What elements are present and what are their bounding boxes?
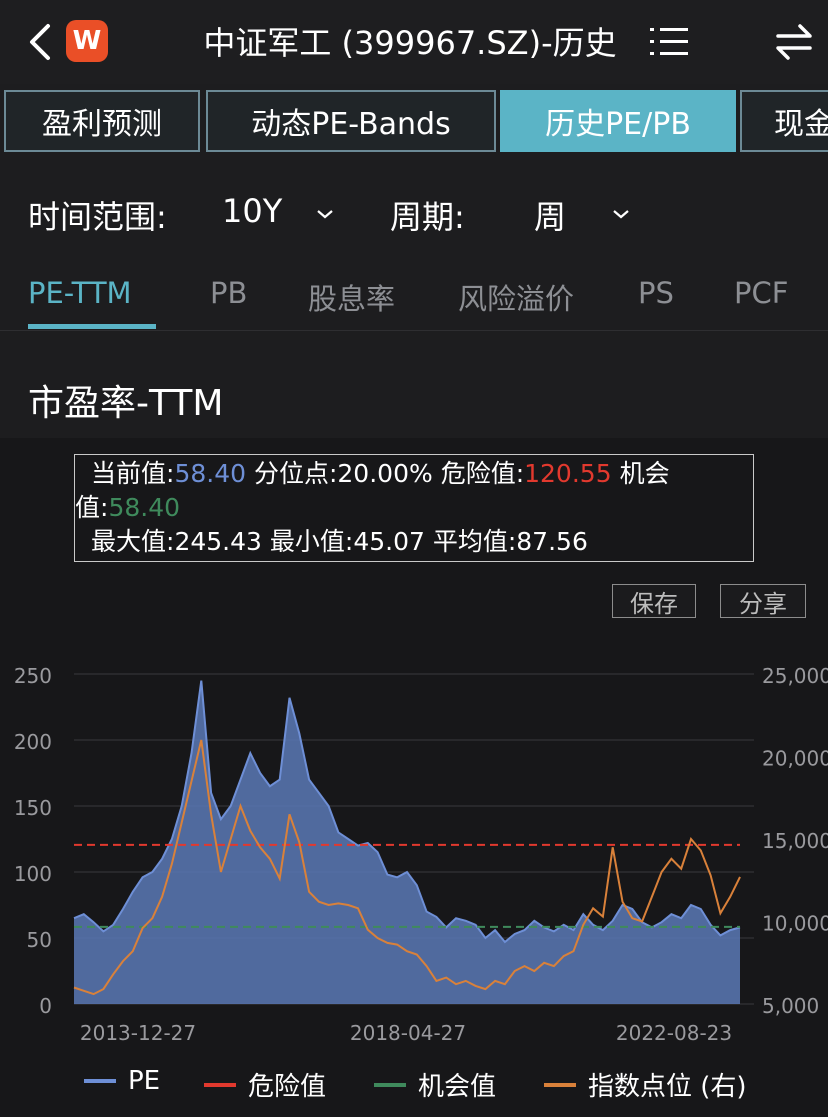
swap-icon[interactable] — [774, 22, 814, 62]
opportunity-label-b: 值: — [75, 493, 109, 522]
chevron-left-icon[interactable] — [24, 22, 58, 62]
legend-item-danger[interactable]: 危险值 — [204, 1066, 326, 1103]
range-label: 时间范围: — [28, 198, 167, 236]
y-left-tick-label: 200 — [14, 730, 52, 754]
tab-pb[interactable]: PB — [210, 276, 248, 310]
legend-swatch-pe — [84, 1079, 116, 1083]
avg-label: 平均值: — [432, 527, 517, 556]
x-tick-label: 2013-12-27 — [80, 1021, 196, 1045]
share-button[interactable]: 分享 — [720, 584, 806, 618]
legend-item-index[interactable]: 指数点位 (右) — [544, 1066, 747, 1103]
y-left-tick-label: 50 — [27, 928, 52, 952]
tab-ps[interactable]: PS — [638, 276, 674, 310]
app-header: W 中证军工 (399967.SZ)-历史 — [0, 0, 828, 84]
chevron-down-icon[interactable] — [612, 208, 630, 220]
metric-tab-bar: PE-TTM PB 股息率 风险溢价 PS PCF — [0, 264, 828, 331]
tab-pe-ttm[interactable]: PE-TTM — [28, 276, 132, 310]
stats-line-1: 当前值:58.40 分位点:20.00% 危险值:120.55 机会 — [91, 457, 670, 491]
y-left-tick-label: 150 — [14, 796, 52, 820]
percentile-label: 分位点: — [253, 459, 338, 488]
pe-area — [74, 680, 740, 1004]
min-label: 最小值: — [269, 527, 354, 556]
y-right-tick-label: 20,000 — [762, 747, 828, 771]
percentile-value: 20.00% — [337, 459, 433, 488]
save-button[interactable]: 保存 — [612, 584, 696, 618]
y-right-tick-label: 10,000 — [762, 912, 828, 936]
period-select[interactable]: 周 — [534, 198, 567, 236]
opportunity-value: 58.40 — [108, 493, 181, 522]
y-left-tick-label: 0 — [39, 994, 52, 1018]
stats-line-3: 最大值:245.43 最小值:45.07 平均值:87.56 — [91, 525, 588, 559]
y-right-tick-label: 5,000 — [762, 994, 819, 1018]
legend-swatch-danger — [204, 1082, 236, 1087]
app-logo-icon: W — [66, 20, 108, 62]
max-label: 最大值: — [91, 527, 175, 556]
page-title: 中证军工 (399967.SZ)-历史 — [203, 24, 617, 62]
legend-label-pe: PE — [128, 1066, 161, 1096]
legend-label-opportunity: 机会值 — [418, 1072, 497, 1102]
active-tab-indicator — [28, 324, 156, 329]
filter-bar: 时间范围: 10Y 周期: 周 — [0, 180, 828, 250]
stats-line-2: 值:58.40 — [75, 491, 180, 525]
danger-label: 危险值: — [440, 459, 525, 488]
x-tick-label: 2022-08-23 — [616, 1021, 732, 1045]
legend-item-opportunity[interactable]: 机会值 — [374, 1066, 496, 1103]
tab-pcf[interactable]: PCF — [734, 276, 789, 310]
range-select[interactable]: 10Y — [222, 192, 283, 230]
y-left-tick-label: 250 — [14, 664, 52, 688]
legend-swatch-opportunity — [374, 1082, 406, 1087]
section-title: 市盈率-TTM — [28, 383, 224, 424]
tab-history-pe-pb[interactable]: 历史PE/PB — [500, 90, 736, 152]
y-left-tick-label: 100 — [14, 862, 52, 886]
period-label: 周期: — [390, 198, 465, 236]
tab-profit-forecast[interactable]: 盈利预测 — [4, 90, 200, 152]
legend-item-pe[interactable]: PE — [84, 1066, 160, 1096]
tab-dividend-yield[interactable]: 股息率 — [308, 282, 396, 316]
top-tab-bar: 盈利预测 动态PE-Bands 历史PE/PB 现金 — [0, 90, 828, 156]
current-label: 当前值: — [91, 459, 175, 488]
current-value: 58.40 — [174, 459, 247, 488]
tab-risk-premium[interactable]: 风险溢价 — [458, 282, 575, 316]
x-tick-label: 2018-04-27 — [350, 1021, 466, 1045]
avg-value: 87.56 — [516, 527, 588, 556]
opportunity-label-a: 机会 — [619, 459, 670, 488]
tab-pe-bands[interactable]: 动态PE-Bands — [206, 90, 496, 152]
tab-cash[interactable]: 现金 — [740, 90, 828, 152]
danger-value: 120.55 — [524, 459, 612, 488]
pe-line — [73, 680, 741, 944]
pe-chart: 0 50 100 150 200 250 5,000 10,000 15,000 20,000 25… — [14, 664, 828, 1045]
stats-tooltip: 当前值:58.40 分位点:20.00% 危险值:120.55 机会 值:58.… — [74, 454, 754, 562]
chevron-down-icon[interactable] — [316, 208, 334, 220]
max-value: 245.43 — [174, 527, 262, 556]
legend-label-danger: 危险值 — [248, 1072, 327, 1102]
y-right-tick-label: 15,000 — [762, 829, 828, 853]
menu-list-icon[interactable] — [650, 26, 688, 58]
legend-label-index: 指数点位 (右) — [588, 1072, 747, 1102]
min-value: 45.07 — [353, 527, 425, 556]
legend-swatch-index — [544, 1082, 576, 1087]
chart-legend: PE 危险值 机会值 指数点位 (右) — [0, 1060, 828, 1110]
y-right-tick-label: 25,000 — [762, 664, 828, 688]
index-line — [73, 739, 741, 996]
